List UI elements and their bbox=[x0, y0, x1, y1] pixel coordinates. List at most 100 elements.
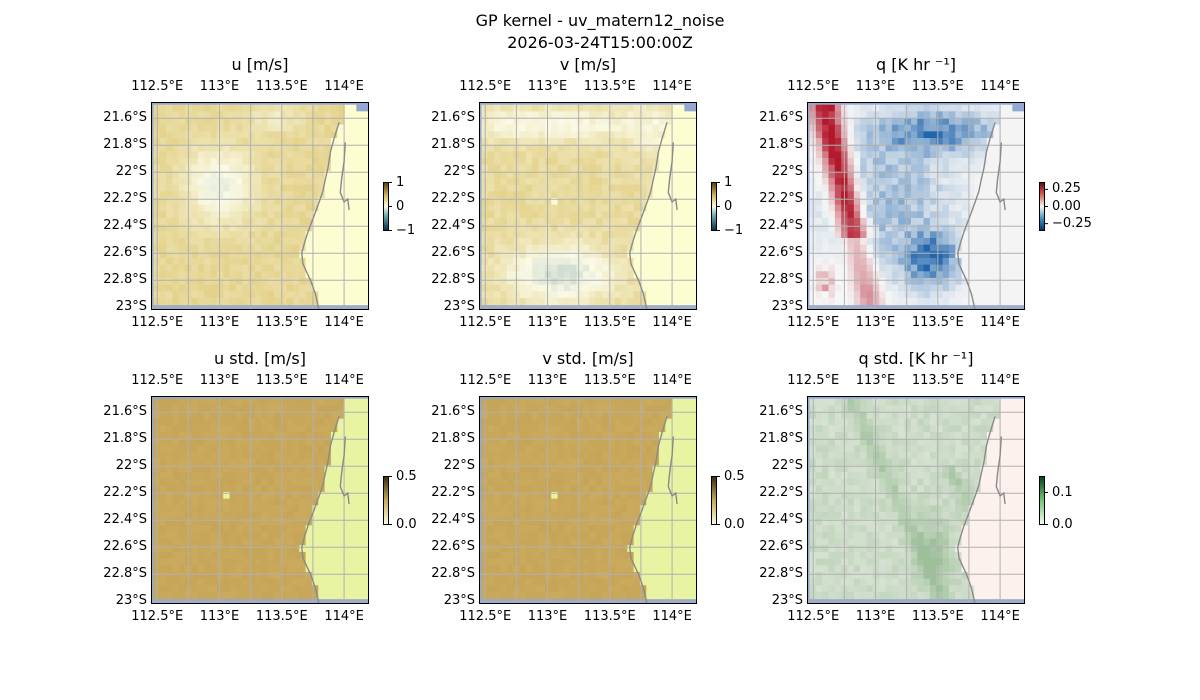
heatmap-cell bbox=[563, 511, 571, 520]
heatmap-cell bbox=[961, 138, 969, 146]
heatmap-cell bbox=[337, 511, 345, 520]
heatmap-cell bbox=[620, 291, 628, 299]
heatmap-cell bbox=[506, 398, 514, 406]
heatmap-cell bbox=[343, 277, 351, 286]
heatmap-cell bbox=[299, 472, 307, 480]
heatmap-cell bbox=[690, 257, 697, 266]
heatmap-cell bbox=[311, 111, 319, 119]
heatmap-cell bbox=[620, 271, 628, 279]
heatmap-cell bbox=[910, 257, 918, 266]
heatmap-cell bbox=[519, 237, 527, 246]
heatmap-cell bbox=[557, 485, 565, 493]
heatmap-cell bbox=[356, 264, 364, 272]
heatmap-cell bbox=[254, 264, 262, 272]
heatmap-cell bbox=[343, 204, 351, 212]
heatmap-cell bbox=[570, 138, 578, 146]
heatmap-cell bbox=[311, 545, 319, 553]
heatmap-cell bbox=[286, 211, 294, 219]
heatmap-cell bbox=[292, 531, 300, 540]
heatmap-cell bbox=[299, 578, 307, 586]
heatmap-cell bbox=[204, 158, 212, 166]
heatmap-cell bbox=[500, 498, 508, 506]
heatmap-cell bbox=[551, 485, 559, 493]
heatmap-cell bbox=[557, 178, 565, 186]
heatmap-cell bbox=[223, 418, 231, 426]
lon-tick-label-bot: 114°E bbox=[324, 609, 364, 624]
heatmap-cell bbox=[191, 398, 199, 406]
heatmap-cell bbox=[822, 118, 830, 126]
heatmap-cell bbox=[305, 472, 313, 480]
heatmap-cell bbox=[242, 204, 250, 212]
heatmap-cell bbox=[582, 197, 590, 206]
heatmap-cell bbox=[532, 478, 540, 486]
heatmap-cell bbox=[248, 398, 256, 406]
heatmap-cell bbox=[595, 224, 603, 232]
heatmap-cell bbox=[280, 111, 288, 119]
heatmap-cell bbox=[487, 224, 495, 232]
heatmap-cell bbox=[917, 144, 925, 152]
heatmap-cell bbox=[235, 184, 243, 192]
heatmap-cell bbox=[292, 538, 300, 546]
heatmap-cell bbox=[986, 191, 994, 199]
heatmap-cell bbox=[652, 485, 660, 493]
heatmap-cell bbox=[595, 297, 603, 306]
heatmap-cell bbox=[286, 438, 294, 446]
heatmap-cell bbox=[589, 445, 597, 453]
heatmap-cell bbox=[242, 164, 250, 172]
heatmap-cell bbox=[261, 505, 269, 513]
heatmap-cell bbox=[223, 184, 231, 192]
heatmap-cell bbox=[223, 111, 231, 119]
heatmap-cell bbox=[506, 465, 514, 473]
heatmap-cell bbox=[633, 452, 641, 460]
heatmap-cell bbox=[620, 478, 628, 486]
heatmap-cell bbox=[627, 204, 635, 212]
heatmap-cell bbox=[362, 277, 369, 286]
heatmap-cell bbox=[318, 297, 326, 306]
heatmap-cell bbox=[551, 251, 559, 259]
panel-title-v-std: v std. [m/s] bbox=[542, 349, 634, 368]
heatmap-cell bbox=[292, 525, 300, 533]
heatmap-cell bbox=[280, 511, 288, 520]
heatmap-cell bbox=[879, 224, 887, 232]
heatmap-cell bbox=[620, 405, 628, 413]
heatmap-cell bbox=[828, 158, 836, 166]
heatmap-cell bbox=[665, 231, 673, 239]
heatmap-cell bbox=[860, 264, 868, 272]
heatmap-cell bbox=[223, 432, 231, 440]
heatmap-cell bbox=[879, 264, 887, 272]
heatmap-cell bbox=[639, 224, 647, 232]
heatmap-cell bbox=[847, 138, 855, 146]
heatmap-cell bbox=[614, 472, 622, 480]
heatmap-cell bbox=[197, 458, 205, 466]
heatmap-cell bbox=[936, 164, 944, 172]
heatmap-cell bbox=[330, 171, 338, 179]
heatmap-cell bbox=[948, 171, 956, 179]
heatmap-cell bbox=[292, 158, 300, 166]
heatmap-cell bbox=[349, 418, 357, 426]
heatmap-cell bbox=[633, 505, 641, 513]
heatmap-cell bbox=[311, 237, 319, 246]
heatmap-cell bbox=[601, 178, 609, 186]
heatmap-cell bbox=[1012, 171, 1020, 179]
heatmap-cell bbox=[216, 118, 224, 126]
heatmap-cell bbox=[159, 438, 167, 446]
heatmap-cell bbox=[337, 197, 345, 206]
heatmap-cell bbox=[684, 244, 692, 252]
heatmap-cell bbox=[538, 171, 546, 179]
heatmap-cell bbox=[936, 178, 944, 186]
heatmap-cell bbox=[248, 217, 256, 226]
heatmap-cell bbox=[362, 164, 369, 172]
heatmap-cell bbox=[178, 131, 186, 139]
heatmap-cell bbox=[589, 291, 597, 299]
heatmap-cell bbox=[506, 458, 514, 466]
heatmap-cell bbox=[273, 138, 281, 146]
heatmap-cell bbox=[210, 525, 218, 533]
heatmap-cell bbox=[929, 124, 937, 132]
heatmap-cell bbox=[519, 271, 527, 279]
heatmap-cell bbox=[589, 271, 597, 279]
heatmap-cell bbox=[235, 217, 243, 226]
heatmap-cell bbox=[330, 264, 338, 272]
heatmap-cell bbox=[620, 525, 628, 533]
heatmap-cell bbox=[828, 264, 836, 272]
heatmap-cell bbox=[993, 124, 1001, 132]
